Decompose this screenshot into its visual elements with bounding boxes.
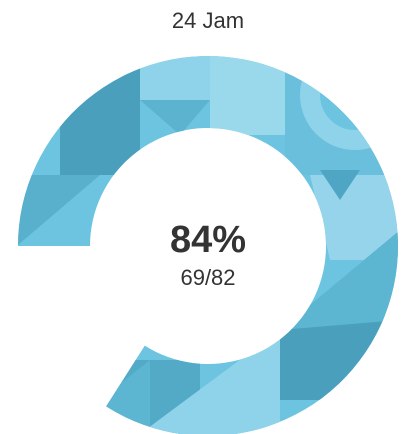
pattern-shape [60,55,140,175]
pattern-shape [140,100,210,135]
pattern-shape [310,175,398,260]
pattern-shape [280,320,398,400]
pattern-circle [320,60,390,130]
pattern-shape [18,175,100,245]
pattern-shape [210,55,285,135]
pattern-shape [140,55,210,100]
pattern-shape [100,360,150,434]
chart-title: 24 Jam [172,8,244,33]
subtitle: 69/82 [180,265,235,290]
value-label: 84% [170,219,246,261]
pattern-shape [320,170,360,200]
